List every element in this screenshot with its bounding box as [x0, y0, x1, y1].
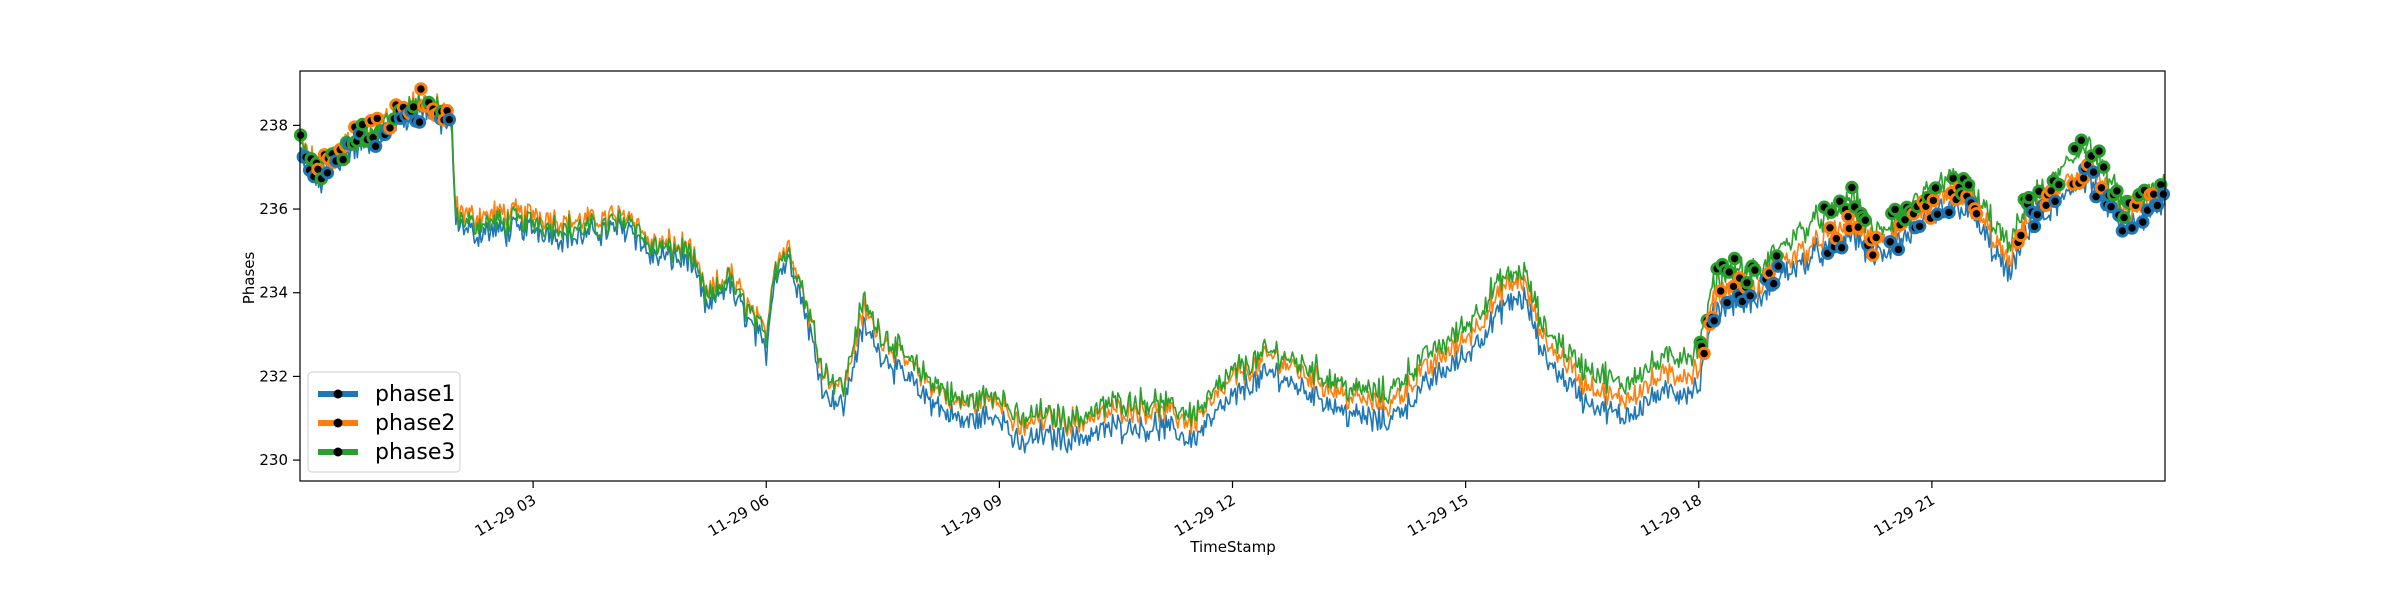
data-point-phase1 — [2150, 198, 2165, 213]
data-point-phase2 — [1697, 346, 1711, 361]
series-line-phase1 — [299, 101, 2166, 454]
data-point-phase2 — [1762, 266, 1776, 280]
data-point-phase1 — [1767, 276, 1781, 291]
data-point-phase3 — [1888, 202, 1902, 217]
data-point-phase1 — [1743, 289, 1757, 303]
data-point-phase1 — [2086, 165, 2101, 179]
series-line-phase2 — [299, 91, 2166, 437]
data-point-phase3 — [2067, 142, 2082, 156]
data-point-phase1 — [368, 139, 383, 153]
data-point-phase1 — [2136, 215, 2150, 229]
data-point-phase2 — [1841, 209, 1855, 224]
data-point-phase3 — [1858, 213, 1873, 227]
data-point-phase3 — [2022, 190, 2036, 205]
data-point-phase1 — [1720, 295, 1734, 310]
data-point-phase1 — [1771, 259, 1786, 273]
marker-layer — [293, 82, 2171, 361]
legend-entry-phase1: phase1 — [318, 382, 455, 407]
data-point-phase3 — [1961, 178, 1976, 192]
data-point-phase1 — [442, 112, 456, 127]
data-point-phase1 — [2125, 221, 2139, 235]
data-point-phase1 — [2104, 200, 2118, 214]
data-point-phase3 — [1740, 276, 1754, 290]
y-tick-label: 232 — [259, 367, 288, 385]
data-point-phase1 — [320, 166, 335, 180]
data-point-phase2 — [1926, 193, 1941, 208]
data-point-phase3 — [2117, 210, 2131, 225]
data-point-phase3 — [336, 152, 350, 167]
y-tick-label: 236 — [259, 200, 288, 218]
data-point-phase3 — [2092, 144, 2106, 158]
legend: phase1 phase2 phase3 — [307, 371, 461, 473]
series-line-phase3 — [299, 91, 2166, 434]
data-point-phase2 — [1823, 221, 1837, 235]
x-axis-label: TimeStamp — [1189, 538, 1275, 556]
data-point-phase2 — [414, 82, 428, 96]
data-point-phase3 — [1770, 249, 1784, 263]
data-point-phase3 — [1727, 251, 1742, 266]
y-tick-label: 238 — [259, 116, 288, 134]
data-point-phase2 — [1869, 230, 1883, 245]
y-tick-label: 230 — [259, 451, 288, 469]
y-axis-label: Phases — [240, 252, 258, 305]
data-point-phase1 — [1912, 219, 1927, 234]
legend-label-phase1: phase1 — [375, 382, 455, 407]
legend-marker-phase1 — [333, 389, 343, 399]
data-point-phase3 — [1722, 265, 1736, 279]
legend-marker-phase2 — [333, 418, 343, 428]
data-point-phase1 — [2156, 187, 2171, 201]
data-point-phase3 — [1824, 205, 1838, 219]
data-point-phase1 — [2027, 219, 2042, 234]
data-point-phase1 — [1942, 205, 1956, 220]
data-point-phase2 — [1714, 284, 1728, 298]
data-point-phase2 — [1969, 207, 1984, 221]
legend-entry-phase2: phase2 — [318, 411, 455, 436]
data-point-phase3 — [406, 100, 421, 114]
data-point-phase1 — [1930, 207, 1945, 221]
data-point-phase2 — [370, 111, 384, 126]
data-point-phase1 — [1883, 235, 1897, 249]
y-axis: 230 232 234 236 238 — [259, 116, 300, 469]
data-point-phase1 — [1707, 314, 1721, 328]
data-point-phase3 — [2097, 160, 2111, 174]
data-point-phase2 — [2014, 228, 2028, 243]
data-point-phase2 — [1866, 248, 1880, 262]
data-point-phase3 — [1845, 180, 1859, 195]
data-point-phase3 — [2074, 133, 2089, 147]
data-point-phase3 — [2110, 184, 2124, 198]
data-point-phase1 — [412, 115, 427, 129]
legend-label-phase3: phase3 — [375, 440, 455, 465]
legend-entry-phase3: phase3 — [318, 440, 455, 465]
data-point-phase1 — [2048, 194, 2062, 209]
legend-marker-phase3 — [333, 447, 343, 457]
data-point-phase3 — [2052, 177, 2066, 192]
y-tick-label: 234 — [259, 284, 288, 302]
series-layer — [299, 91, 2166, 454]
legend-label-phase2: phase2 — [375, 411, 455, 436]
data-point-phase2 — [2094, 181, 2109, 195]
data-point-phase1 — [1835, 241, 1849, 255]
data-point-phase3 — [1928, 181, 1943, 195]
data-point-phase3 — [1748, 263, 1762, 277]
data-point-phase1 — [1891, 242, 1906, 257]
